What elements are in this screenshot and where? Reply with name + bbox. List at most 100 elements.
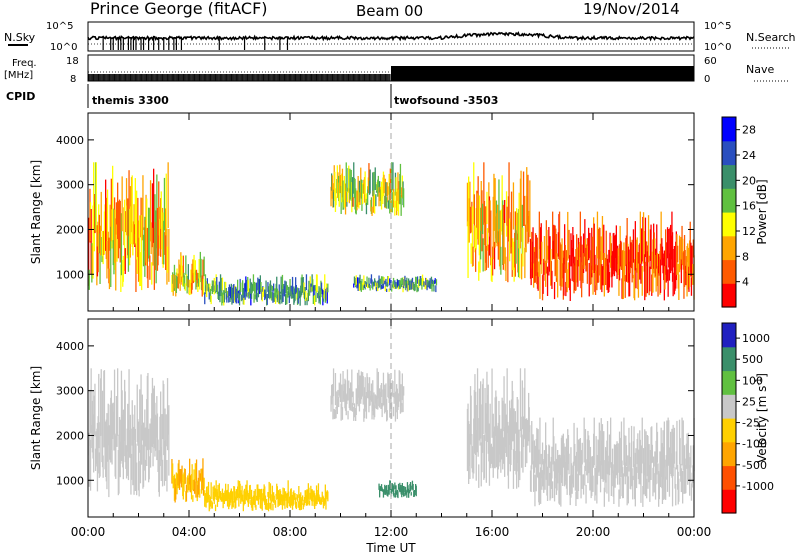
data-cell	[673, 246, 676, 295]
data-cell	[382, 280, 385, 289]
data-cell	[236, 491, 238, 501]
data-cell	[315, 288, 317, 302]
data-cell	[93, 162, 95, 232]
data-cell	[524, 427, 527, 467]
noise-right-label: N.Search	[746, 31, 796, 44]
data-cell	[281, 285, 283, 304]
data-cell	[656, 224, 658, 269]
data-cell	[690, 445, 692, 468]
data-cell	[435, 279, 438, 286]
data-cell	[256, 484, 258, 500]
data-cell	[650, 224, 652, 270]
data-cell	[415, 277, 417, 287]
data-cell	[108, 237, 110, 284]
data-cell	[296, 495, 299, 502]
data-cell	[381, 284, 383, 289]
data-cell	[124, 248, 126, 274]
data-cell	[657, 266, 659, 297]
data-cell	[302, 495, 304, 501]
colorbar-swatch	[722, 259, 736, 284]
data-cell	[246, 292, 248, 298]
data-cell	[558, 454, 561, 505]
data-cell	[682, 420, 684, 470]
data-cell	[522, 227, 524, 267]
data-cell	[602, 266, 604, 286]
data-cell	[276, 288, 278, 303]
data-cell	[342, 371, 344, 402]
data-cell	[565, 281, 567, 297]
data-cell	[183, 275, 186, 290]
data-cell	[344, 183, 347, 215]
data-cell	[565, 250, 568, 287]
freq-left-tick-top: 18	[66, 56, 79, 67]
data-cell	[627, 476, 629, 504]
data-cell	[385, 182, 387, 207]
data-cell	[611, 251, 614, 277]
data-cell	[364, 377, 366, 407]
data-cell	[199, 272, 201, 290]
data-cell	[377, 175, 379, 194]
data-cell	[558, 211, 561, 260]
data-cell	[148, 207, 150, 262]
data-cell	[690, 277, 693, 296]
data-cell	[286, 492, 289, 509]
data-cell	[334, 409, 336, 420]
data-cell	[619, 477, 621, 499]
data-cell	[330, 186, 332, 207]
data-cell	[642, 216, 644, 262]
y-tick-label: 4000	[56, 134, 84, 147]
data-cell	[165, 440, 167, 481]
data-cell	[175, 472, 177, 488]
data-cell	[326, 287, 328, 304]
data-cell	[231, 297, 233, 305]
data-cell	[528, 407, 530, 433]
data-cell	[177, 463, 179, 489]
data-cell	[478, 261, 480, 281]
data-cell	[218, 291, 220, 300]
data-cell	[224, 490, 226, 497]
data-cell	[517, 399, 519, 472]
data-cell	[322, 294, 325, 302]
data-cell	[569, 475, 571, 506]
data-cell	[659, 243, 662, 293]
colorbar-swatch	[722, 441, 736, 467]
data-cell	[181, 276, 183, 285]
data-cell	[379, 391, 381, 404]
data-cell	[539, 417, 541, 465]
data-cell	[141, 394, 143, 441]
data-cell	[651, 444, 653, 463]
data-cell	[161, 414, 163, 462]
data-cell	[540, 453, 542, 479]
data-cell	[339, 384, 341, 398]
data-cell	[469, 181, 471, 226]
data-cell	[242, 494, 244, 502]
data-cell	[533, 440, 535, 473]
data-cell	[646, 251, 648, 294]
data-cell	[160, 446, 162, 481]
data-cell	[133, 204, 135, 235]
data-cell	[143, 427, 145, 471]
data-cell	[88, 433, 90, 487]
data-cell	[209, 496, 212, 507]
data-cell	[414, 490, 416, 496]
data-cell	[514, 421, 516, 471]
data-cell	[302, 503, 304, 510]
data-cell	[617, 443, 619, 473]
data-cell	[601, 424, 604, 474]
noise-left-tick-bottom: 10^0	[50, 42, 77, 53]
data-cell	[690, 483, 693, 501]
data-cell	[587, 430, 589, 484]
data-cell	[274, 500, 276, 505]
data-cell	[640, 453, 642, 503]
data-cell	[344, 380, 347, 411]
data-cell	[375, 194, 377, 207]
data-cell	[141, 215, 143, 291]
colorbar-swatch	[722, 188, 736, 213]
data-cell	[651, 426, 653, 464]
data-cell	[355, 409, 357, 421]
data-cell	[331, 385, 333, 405]
data-cell	[233, 284, 235, 297]
y-tick-label: 2000	[56, 429, 84, 442]
colorbar-swatch	[722, 418, 736, 443]
data-cell	[197, 477, 200, 490]
